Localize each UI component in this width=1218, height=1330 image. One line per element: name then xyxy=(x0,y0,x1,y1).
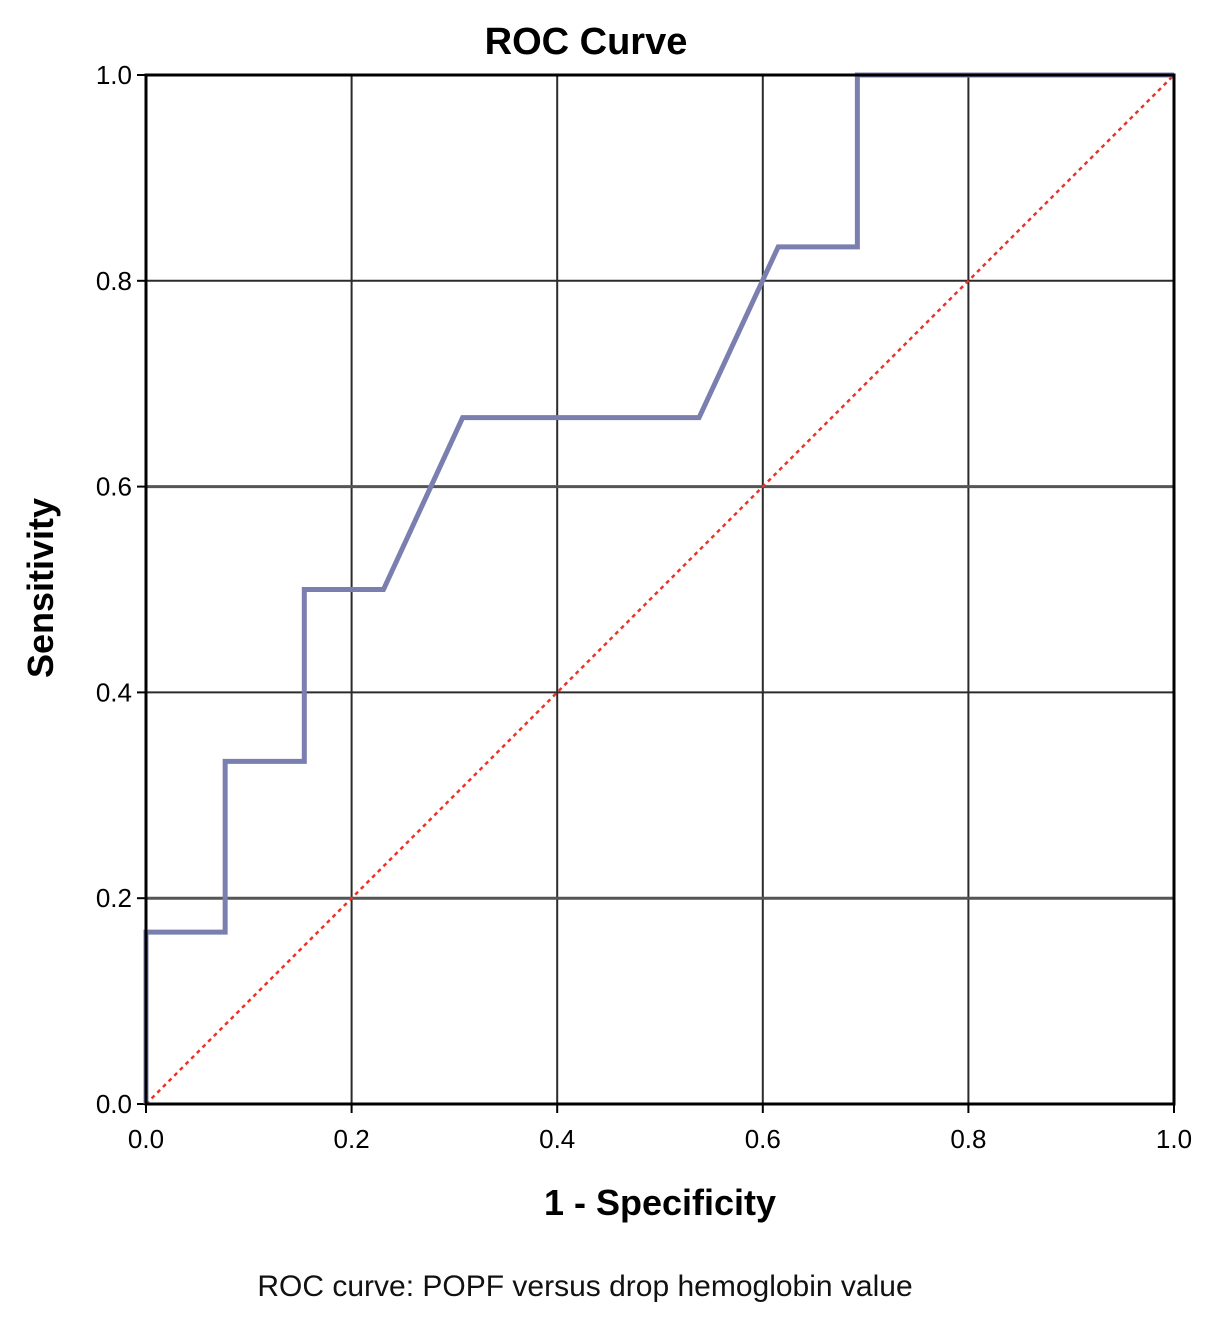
y-axis-label: Sensitivity xyxy=(20,498,61,678)
y-tick-label: 0.4 xyxy=(96,677,132,707)
roc-curve-layer xyxy=(143,72,1174,1104)
x-tick-label: 0.0 xyxy=(128,1124,164,1154)
x-tick-label: 0.6 xyxy=(745,1124,781,1154)
reference-line-layer xyxy=(145,74,1175,1105)
y-tick-label: 1.0 xyxy=(96,60,132,90)
y-tick-label: 0.0 xyxy=(96,1089,132,1119)
x-axis-label: 1 - Specificity xyxy=(544,1182,776,1223)
x-tick-label: 0.2 xyxy=(334,1124,370,1154)
chart-title: ROC Curve xyxy=(485,21,688,63)
figure-caption: ROC curve: POPF versus drop hemoglobin v… xyxy=(257,1270,912,1303)
y-tick-labels: 0.0 0.2 0.4 0.6 0.8 1.0 xyxy=(96,60,132,1119)
x-tick-labels: 0.0 0.2 0.4 0.6 0.8 1.0 xyxy=(128,1124,1192,1154)
y-tick-label: 0.8 xyxy=(96,266,132,296)
roc-curve-line xyxy=(143,72,1174,1104)
x-tick-label: 0.4 xyxy=(539,1124,575,1154)
x-tick-label: 0.8 xyxy=(950,1124,986,1154)
y-tick-label: 0.2 xyxy=(96,883,132,913)
y-tick-label: 0.6 xyxy=(96,472,132,502)
plot-border xyxy=(144,73,1176,1106)
plot-frame xyxy=(144,73,1176,1106)
reference-diagonal-line xyxy=(145,74,1175,1105)
x-tick-label: 1.0 xyxy=(1156,1124,1192,1154)
